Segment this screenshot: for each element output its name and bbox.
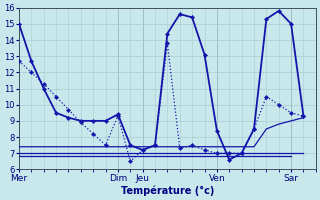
X-axis label: Température (°c): Température (°c) bbox=[121, 185, 214, 196]
